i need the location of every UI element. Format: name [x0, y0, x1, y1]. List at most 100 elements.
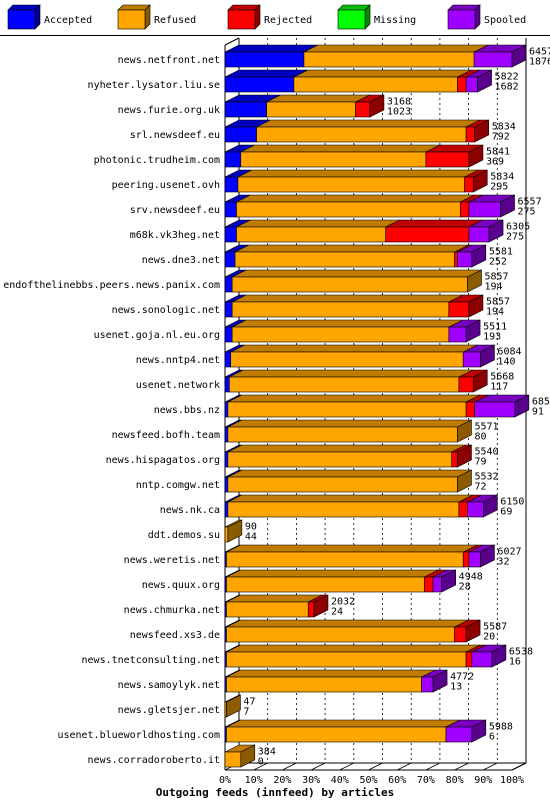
data-label-total: 6150 [500, 497, 524, 508]
bar-front-spooled [448, 326, 467, 343]
bar-top-refused [229, 369, 474, 378]
bar-front-spooled [468, 226, 490, 243]
bar-front-rejected [465, 401, 475, 418]
bar-front-refused [231, 276, 468, 293]
bar-front-refused [226, 576, 425, 593]
bar-front-refused [227, 501, 460, 518]
bar-front-accepted [224, 276, 233, 293]
bar-front-spooled [473, 51, 513, 68]
bar-front-refused [227, 426, 458, 443]
bar-front-refused [303, 51, 475, 68]
bar-top-refused [227, 494, 474, 503]
bar-side-rejected [472, 169, 488, 193]
bar-segment-refused [227, 394, 481, 418]
legend-item-rejected: Rejected [227, 4, 312, 30]
bar-segment-rejected [385, 219, 484, 243]
data-label-total: 6557 [518, 197, 542, 208]
bar-front-accepted [224, 126, 257, 143]
bar-segment-refused [240, 144, 441, 168]
bar-top-refused [303, 44, 489, 53]
bar-row-news-bbs-nz: news.bbs.nz 685191 [154, 394, 550, 418]
bar-side-refused [457, 419, 472, 443]
bar-top-refused [240, 144, 441, 153]
bar-front-accepted [224, 51, 305, 68]
data-label-accepted: 80 [474, 432, 486, 443]
bar-front-accepted [224, 76, 295, 93]
x-tick-label: 80% [446, 775, 464, 786]
bar-top-accepted [224, 44, 319, 53]
data-label-total: 5841 [486, 147, 510, 158]
data-label-accepted: 72 [474, 482, 486, 493]
bar-top-refused [232, 269, 482, 278]
bar-front-rejected [462, 551, 470, 568]
data-label-accepted: 792 [492, 132, 510, 143]
bar-top-refused [256, 119, 481, 128]
bar-top-refused [226, 619, 469, 628]
bar-front-refused [236, 201, 461, 218]
category-label: news.samoylyk.net [118, 680, 220, 691]
bar-front-accepted [224, 376, 230, 393]
data-label-accepted: 32 [497, 557, 509, 568]
bar-side-refused [467, 269, 482, 293]
bar-front-rejected [458, 376, 474, 393]
data-label-total: 6305 [506, 222, 530, 233]
category-label: peering.usenet.ovh [112, 180, 220, 191]
bar-front-refused [226, 626, 455, 643]
legend-swatch-refused [117, 9, 146, 30]
legend-label-rejected: Rejected [264, 15, 312, 26]
bar-row-endofthelinebbs-peers-news-panix-com: endofthelinebbs.peers.news.panix.com 5857… [3, 269, 509, 293]
bar-front-rejected [307, 601, 315, 618]
gridline-floor [397, 762, 412, 771]
bar-side-spooled [500, 194, 515, 218]
category-label: news.corradoroberto.it [88, 755, 220, 766]
data-label-total: 5571 [474, 422, 498, 433]
data-label-accepted: 193 [483, 332, 501, 343]
category-label: m68k.vk3heg.net [130, 230, 220, 241]
bar-top-refused [227, 444, 466, 453]
bar-segment-refused [266, 94, 370, 118]
bar-front-spooled [457, 251, 473, 268]
bar-front-accepted [224, 451, 229, 468]
bar-front-rejected [425, 151, 470, 168]
bar-segment-refused [227, 419, 472, 443]
data-label-accepted: 194 [485, 282, 503, 293]
bar-side-rejected [474, 119, 489, 143]
bar-top-refused [234, 244, 469, 253]
data-label-accepted: 28 [459, 582, 471, 593]
bar-side-spooled [432, 669, 448, 693]
gridline-floor [253, 762, 268, 771]
bar-segment-refused [234, 244, 469, 268]
category-label: news.bbs.nz [154, 405, 220, 416]
category-label: nyheter.lysator.liu.se [88, 80, 220, 91]
bar-segment-refused [229, 369, 474, 393]
category-label: photonic.trudheim.com [94, 155, 220, 166]
bar-segment-accepted [224, 119, 271, 143]
bar-side-refused [240, 744, 256, 768]
data-label-total: 384 [258, 747, 276, 758]
bar-front-refused [226, 601, 309, 618]
legend-item-spooled: Spooled [447, 4, 526, 30]
bar-front-refused [226, 551, 464, 568]
legend-label-missing: Missing [374, 15, 416, 26]
bar-front-rejected [424, 576, 434, 593]
bar-front-spooled [462, 351, 481, 368]
data-label-total: 5834 [492, 122, 516, 133]
data-label-accepted: 24 [331, 607, 343, 618]
bar-top-refused [226, 719, 461, 728]
data-label-total: 5540 [474, 447, 498, 458]
bar-top-refused [226, 544, 478, 553]
bar-side-spooled [480, 344, 495, 368]
bar-front-rejected [458, 501, 468, 518]
bar-front-accepted [224, 426, 229, 443]
x-tick-label: 40% [331, 775, 349, 786]
bar-side-rejected [465, 619, 481, 643]
bar-side-spooled [477, 69, 492, 93]
bar-front-accepted [224, 326, 233, 343]
bar-segment-refused [236, 194, 475, 218]
category-label: srl.newsdeef.eu [130, 130, 220, 141]
